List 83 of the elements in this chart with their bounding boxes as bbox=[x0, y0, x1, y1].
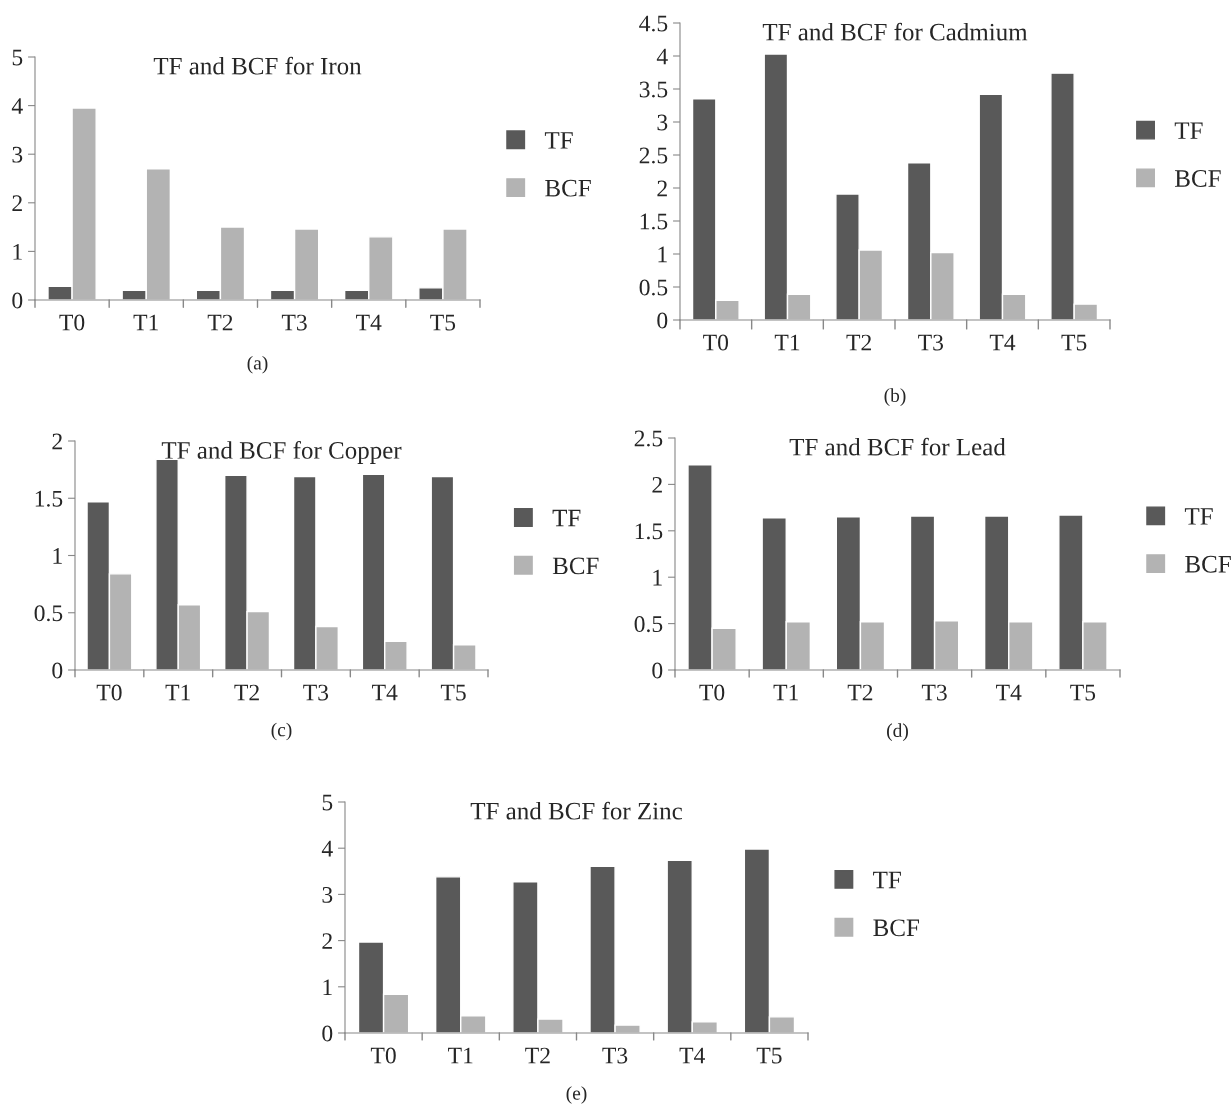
x-tick-label: T1 bbox=[133, 314, 158, 331]
x-tick-label: T5 bbox=[756, 1047, 782, 1064]
x-tick-label: T4 bbox=[989, 334, 1016, 351]
text: (c) bbox=[271, 722, 292, 741]
y-tick-label: 1.5 bbox=[640, 213, 668, 230]
y-tick-label: 2.5 bbox=[639, 147, 668, 164]
text: (b) bbox=[884, 388, 906, 406]
legend-label: TF bbox=[1184, 508, 1213, 525]
y-tick-label: 4 bbox=[321, 840, 333, 857]
y-tick-label: 4.5 bbox=[639, 15, 668, 32]
legend-label: TF bbox=[873, 871, 901, 889]
legend-label: TF bbox=[552, 509, 581, 527]
y-tick-label: 0.5 bbox=[634, 616, 663, 633]
y-tick-label: 3 bbox=[657, 114, 668, 131]
y-tick-label: 4 bbox=[656, 48, 668, 65]
text: (d) bbox=[887, 723, 908, 741]
x-tick-label: T5 bbox=[440, 684, 466, 701]
y-tick-label: 1 bbox=[53, 548, 62, 564]
y-tick-label: 3 bbox=[322, 886, 333, 903]
x-tick-label: T0 bbox=[370, 1047, 396, 1064]
x-tick-label: T1 bbox=[773, 684, 798, 701]
legend-label: BCF bbox=[1175, 170, 1221, 187]
x-tick-label: T2 bbox=[846, 334, 871, 351]
x-tick-label: T2 bbox=[207, 314, 233, 331]
y-tick-label: 1.5 bbox=[635, 523, 663, 540]
chart-title: TF and BCF for Cadmium bbox=[762, 22, 1028, 41]
chart-title: TF and BCF for Zinc bbox=[470, 801, 682, 820]
y-tick-label: 5 bbox=[12, 49, 23, 66]
y-tick-label: 0 bbox=[52, 662, 63, 679]
legend-label: BCF bbox=[552, 557, 599, 575]
x-tick-label: T3 bbox=[921, 684, 947, 701]
chart-title: TF and BCF for Copper bbox=[161, 441, 402, 464]
y-tick-label: 3 bbox=[12, 146, 23, 163]
legend-label: BCF bbox=[873, 919, 919, 937]
y-tick-label: 0 bbox=[322, 1025, 333, 1042]
legend-label: TF bbox=[1174, 122, 1203, 139]
x-tick-label: T0 bbox=[59, 314, 85, 331]
x-tick-label: T3 bbox=[602, 1047, 628, 1064]
x-tick-label: T0 bbox=[699, 684, 725, 701]
legend-label: TF bbox=[544, 132, 573, 149]
y-tick-label: 1 bbox=[653, 569, 662, 586]
y-tick-label: 3.5 bbox=[639, 81, 668, 98]
y-tick-label: 1.5 bbox=[35, 490, 63, 507]
y-tick-label: 4 bbox=[11, 98, 23, 114]
x-tick-label: T3 bbox=[303, 684, 329, 701]
chart-title: TF and BCF for Lead bbox=[789, 437, 1006, 456]
y-tick-label: 1 bbox=[323, 979, 332, 995]
x-tick-label: T0 bbox=[703, 334, 729, 351]
y-tick-label: 0 bbox=[652, 662, 663, 679]
y-tick-label: 2 bbox=[322, 933, 332, 949]
y-tick-label: 2 bbox=[12, 195, 22, 211]
x-tick-label: T4 bbox=[679, 1047, 705, 1064]
x-tick-label: T1 bbox=[448, 1047, 473, 1064]
x-tick-label: T5 bbox=[1061, 334, 1087, 351]
x-tick-label: T2 bbox=[234, 684, 259, 701]
x-tick-label: T5 bbox=[430, 314, 456, 331]
x-tick-label: T3 bbox=[281, 314, 307, 331]
legend-label: BCF bbox=[1185, 555, 1231, 573]
y-tick-label: 2 bbox=[52, 433, 62, 450]
x-tick-label: T1 bbox=[774, 334, 800, 351]
y-tick-label: 2 bbox=[657, 180, 667, 197]
y-tick-label: 2.5 bbox=[634, 430, 663, 447]
text: (a) bbox=[247, 355, 268, 374]
y-tick-label: 0 bbox=[657, 312, 668, 329]
x-tick-label: T4 bbox=[372, 684, 398, 701]
y-tick-label: 0.5 bbox=[34, 605, 63, 622]
x-tick-label: T1 bbox=[165, 684, 190, 701]
x-tick-label: T2 bbox=[525, 1047, 550, 1064]
y-tick-label: 0 bbox=[12, 292, 23, 309]
y-tick-label: 1 bbox=[658, 246, 667, 263]
x-tick-label: T3 bbox=[918, 334, 944, 351]
y-tick-label: 0.5 bbox=[639, 279, 668, 296]
y-tick-label: 1 bbox=[13, 244, 22, 260]
x-tick-label: T2 bbox=[847, 684, 873, 701]
x-tick-label: T4 bbox=[356, 314, 382, 331]
x-tick-label: T4 bbox=[996, 684, 1022, 701]
x-tick-label: T5 bbox=[1070, 684, 1096, 701]
legend-label: BCF bbox=[545, 179, 591, 197]
y-tick-label: 2 bbox=[652, 476, 662, 493]
text: (e) bbox=[566, 1086, 587, 1104]
y-tick-label: 5 bbox=[322, 794, 333, 811]
x-tick-label: T0 bbox=[96, 684, 122, 701]
chart-title: TF and BCF for Iron bbox=[153, 56, 362, 75]
